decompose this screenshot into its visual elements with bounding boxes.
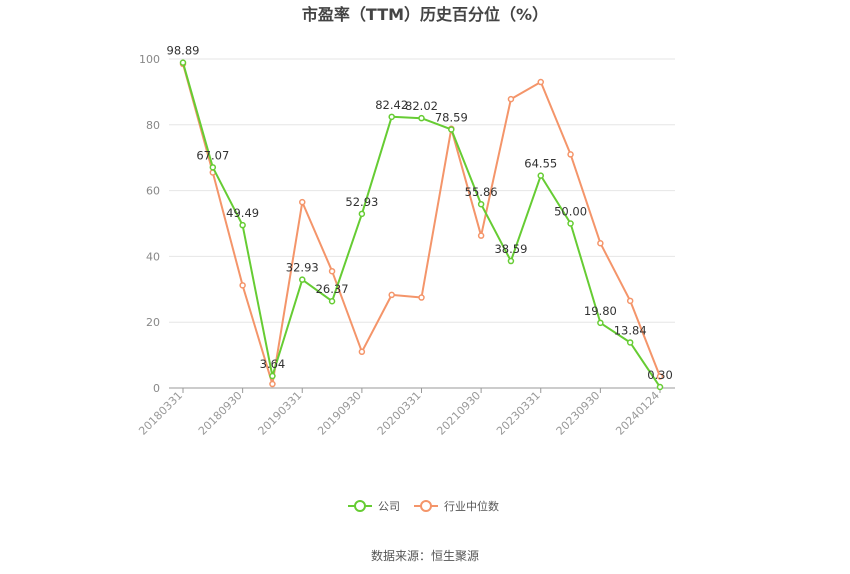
data-point-1 [388,291,395,299]
data-point-1 [358,348,366,356]
data-label: 49.49 [226,206,259,220]
data-label: 13.84 [614,323,647,337]
series-layer [179,59,664,391]
data-point-0 [299,276,306,283]
data-point-0 [567,220,574,227]
data-point-1 [597,239,604,247]
data-label: 0.30 [647,368,673,382]
data-point-0 [179,59,187,66]
x-tick-label: 20180331 [136,389,185,438]
data-point-0 [626,339,634,346]
data-label: 98.89 [167,44,200,58]
y-tick-label: 40 [146,250,160,263]
x-tick-label: 20230331 [494,389,543,438]
data-label: 64.55 [524,157,557,171]
data-label: 50.00 [554,205,587,219]
data-point-0 [328,297,336,305]
x-tick-label: 20230930 [554,389,603,438]
data-point-1 [656,373,664,380]
data-point-1 [477,232,485,239]
legend-label: 公司 [378,500,400,513]
data-point-0 [209,164,217,171]
data-label: 52.93 [345,195,378,209]
data-point-1 [328,267,336,275]
data-point-1 [567,151,574,158]
y-tick-label: 100 [139,53,160,66]
x-tick-label: 20190331 [256,389,305,438]
legend-marker-1 [420,500,432,512]
data-label: 82.42 [375,98,408,112]
y-tick-label: 80 [146,119,160,132]
data-label: 3.64 [260,357,286,371]
data-point-1 [537,78,544,86]
data-point-0 [269,372,276,380]
data-point-0 [358,210,366,218]
legend-marker-0 [354,500,366,512]
data-point-1 [269,380,276,388]
data-labels: 98.89 67.07 49.49 3.64 32.93 26.37 52.93 82.428… [167,44,673,382]
data-label: 26.37 [316,282,349,296]
data-point-1 [239,282,246,289]
data-label: 82.02 [405,99,438,113]
data-point-1 [418,294,425,301]
y-tick-label: 60 [146,185,160,198]
x-tick-label: 20180930 [196,389,245,438]
data-point-0 [477,200,485,208]
x-tick-label: 20210930 [434,389,483,438]
data-label: 38.59 [494,242,527,256]
data-point-0 [597,319,604,327]
data-point-1 [299,198,306,206]
data-point-1 [626,297,634,305]
x-tick-label: 20190930 [315,389,364,438]
legend-label: 行业中位数 [444,499,499,513]
data-label: 67.07 [196,148,229,162]
legend[interactable]: 公司 行业中位数 [348,499,499,513]
data-point-0 [388,113,395,121]
data-point-0 [239,221,246,229]
x-tick-label: 20240124 [613,389,662,438]
data-label: 78.59 [435,110,468,124]
data-label: 55.86 [465,185,498,199]
x-tick-label: 20200331 [375,389,424,438]
chart-title: 市盈率（TTM）历史百分位（%） [302,5,548,24]
data-point-0 [507,257,515,265]
data-point-1 [507,95,515,103]
source-note: 数据来源：恒生聚源 [371,548,479,563]
data-point-0 [418,114,425,122]
data-point-0 [537,172,544,179]
data-point-0 [448,126,455,133]
data-label: 19.80 [584,304,617,318]
data-point-0 [656,383,664,391]
y-tick-label: 0 [153,382,160,395]
y-tick-label: 20 [146,316,160,329]
data-label: 32.93 [286,261,319,275]
